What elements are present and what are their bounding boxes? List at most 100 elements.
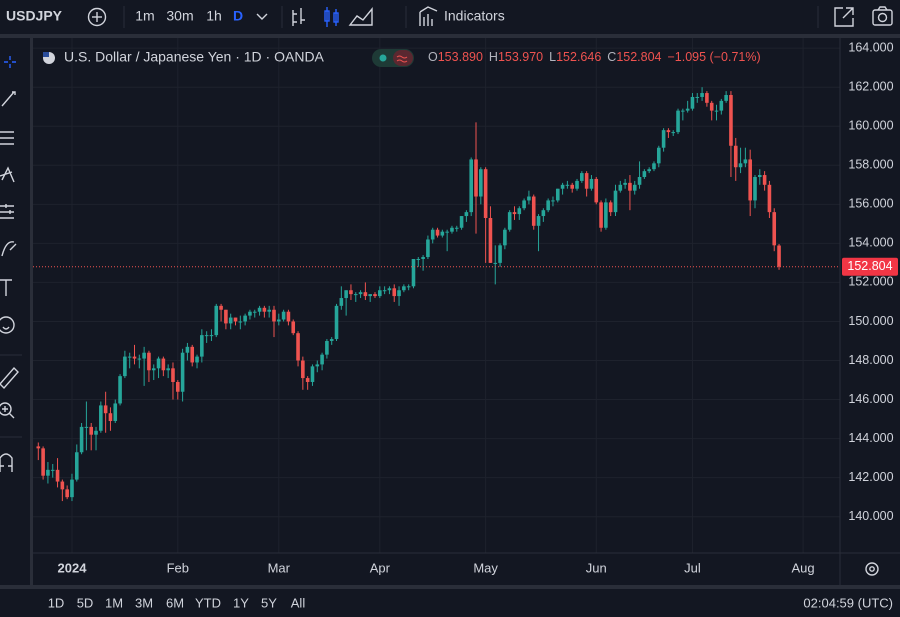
candle-body: [570, 184, 575, 189]
candle-style-button[interactable]: [324, 7, 339, 27]
fullscreen-button[interactable]: [834, 7, 854, 27]
left-toolbar: [0, 38, 30, 585]
last-price-badge: [842, 257, 898, 276]
snapshot-button[interactable]: [872, 6, 893, 26]
ohlc-key: L: [549, 50, 556, 64]
candle-body: [46, 469, 50, 476]
candle-body: [214, 305, 219, 336]
y-tick-label: 142.000: [848, 470, 893, 484]
interval-button[interactable]: 30m: [166, 8, 193, 24]
y-tick-label: 146.000: [848, 392, 893, 406]
candle-body: [315, 364, 320, 367]
candle-body: [762, 175, 767, 185]
candle-body: [652, 163, 656, 170]
indicators-icon[interactable]: [419, 6, 438, 26]
area-style-button[interactable]: [348, 7, 373, 26]
candle-body: [368, 294, 372, 297]
candle-body: [406, 286, 411, 288]
interval-dropdown[interactable]: [256, 13, 268, 20]
x-tick-label: Jun: [586, 560, 607, 575]
candle-body: [637, 176, 642, 185]
x-tick-label: Apr: [370, 560, 391, 575]
range-button[interactable]: 1Y: [233, 595, 249, 610]
candle-body: [690, 96, 695, 109]
candle-body: [498, 245, 502, 263]
candle-body: [272, 309, 276, 322]
candle-body: [310, 366, 315, 382]
clock[interactable]: 02:04:59 (UTC): [803, 595, 893, 610]
range-button[interactable]: All: [291, 595, 306, 610]
symbol[interactable]: USDJPY: [6, 8, 63, 24]
candle-body: [709, 102, 714, 111]
candle-body: [382, 290, 387, 292]
ohlc-value: 153.970: [498, 50, 543, 64]
candle-body: [257, 307, 262, 312]
ohlc-value: 152.804: [616, 50, 661, 64]
candle-body: [685, 108, 690, 111]
range-button[interactable]: 3M: [135, 595, 153, 610]
candle-body: [613, 190, 618, 213]
y-tick-label: 164.000: [848, 40, 893, 54]
y-tick-label: 160.000: [848, 119, 893, 133]
settings-button[interactable]: [865, 562, 879, 576]
y-tick-label: 158.000: [848, 158, 893, 172]
candle-body: [166, 368, 170, 371]
candle-body: [488, 217, 493, 263]
range-button[interactable]: 5Y: [261, 595, 277, 610]
candle-body: [209, 335, 214, 337]
range-button[interactable]: YTD: [195, 595, 221, 610]
candle-body: [459, 216, 464, 228]
candle-body: [161, 358, 166, 371]
bottom-divider: [0, 585, 900, 589]
candle-body: [450, 227, 454, 232]
candle-body: [233, 317, 238, 322]
ohlc-legend: O153.890 H153.970 L152.646 C152.804 −1.095 (…: [428, 50, 761, 64]
indicators-button[interactable]: Indicators: [444, 8, 505, 24]
candle-body: [719, 100, 724, 111]
range-button[interactable]: 1D: [48, 595, 65, 610]
candle-body: [132, 356, 137, 359]
candle-body: [113, 403, 118, 422]
candle-body: [60, 481, 65, 490]
candle-body: [103, 405, 108, 414]
flag-icon-part: [43, 52, 49, 57]
candle-body: [344, 290, 348, 299]
candle-body: [676, 110, 680, 133]
candle-body: [84, 426, 89, 428]
y-tick-label: 162.000: [848, 79, 893, 93]
range-button[interactable]: 5D: [77, 595, 94, 610]
range-button[interactable]: 6M: [166, 595, 184, 610]
candle-body: [767, 184, 772, 213]
range-button[interactable]: 1M: [105, 595, 123, 610]
candle-body: [729, 95, 733, 146]
candle-body: [618, 184, 623, 191]
drawing-tools[interactable]: [0, 56, 19, 472]
candle-body: [248, 311, 252, 316]
candle-body: [541, 210, 546, 217]
candle-body: [507, 212, 512, 230]
candle-body: [560, 184, 565, 189]
market-open-dot: [379, 54, 387, 62]
add-symbol-button[interactable]: [87, 7, 107, 27]
candle-body: [349, 290, 353, 295]
candle-body: [387, 288, 392, 291]
bar-style-button[interactable]: [292, 8, 305, 26]
candle-body: [604, 202, 608, 228]
y-tick-label: 150.000: [848, 314, 893, 328]
candle-body: [681, 110, 685, 112]
candle-body: [748, 159, 752, 201]
candle-body: [243, 315, 247, 322]
candle-body: [522, 200, 526, 209]
interval-button[interactable]: 1m: [135, 8, 154, 24]
candle-body: [79, 426, 84, 453]
ohlc-value: 152.646: [556, 50, 601, 64]
candle-body: [190, 346, 195, 363]
interval-button[interactable]: D: [233, 8, 243, 24]
candle-body: [339, 298, 344, 306]
candle-body: [228, 317, 233, 324]
candle-body: [89, 426, 94, 435]
candle-body: [363, 292, 368, 297]
candle-body: [426, 239, 430, 258]
interval-button[interactable]: 1h: [206, 8, 222, 24]
